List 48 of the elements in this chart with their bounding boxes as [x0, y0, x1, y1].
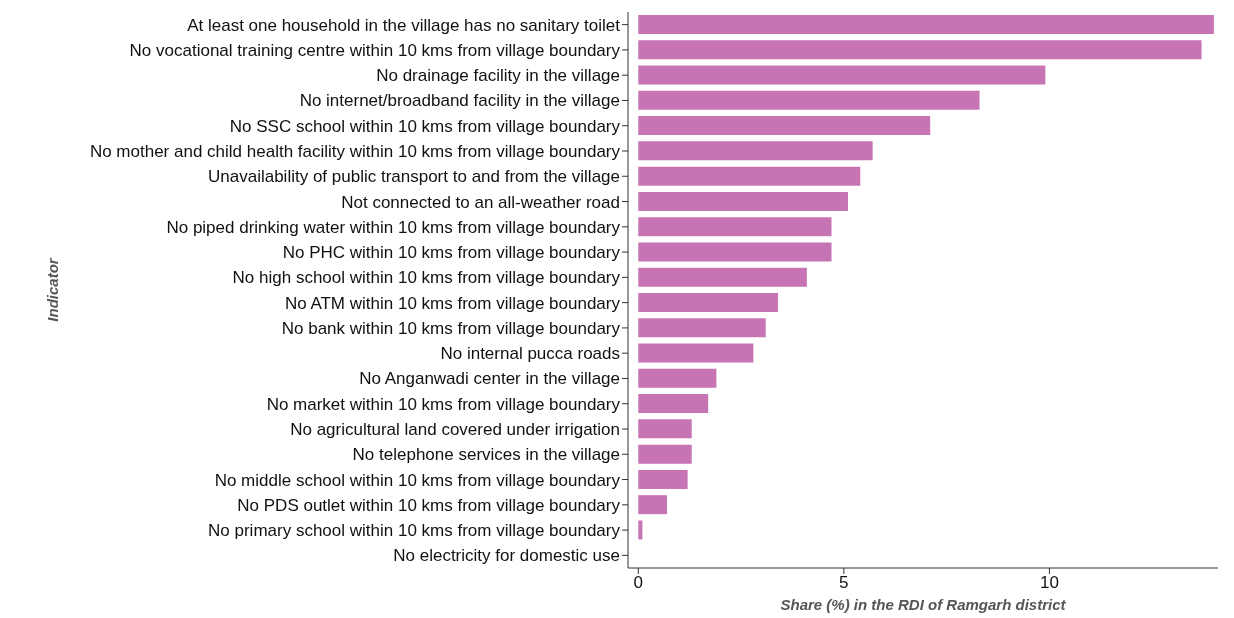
- bar: [638, 65, 1046, 85]
- bar: [638, 15, 1214, 34]
- y-tick-label: No PDS outlet within 10 kms from village boundary: [237, 495, 621, 515]
- y-tick-label: No market within 10 kms from village boundary: [266, 394, 621, 414]
- bar: [638, 394, 709, 414]
- x-axis-title: Share (%) in the RDI of Ramgarh district: [780, 596, 1067, 613]
- y-tick-label: No piped drinking water within 10 kms from village boundary: [166, 217, 621, 237]
- bar: [638, 191, 848, 211]
- y-tick-label: No middle school within 10 kms from village boundary: [214, 470, 621, 490]
- bar: [638, 267, 807, 287]
- bar: [638, 495, 668, 515]
- y-tick-label: No high school within 10 kms from village boundary: [232, 268, 621, 288]
- x-tick-label: 5: [839, 573, 849, 593]
- y-tick-label: Not connected to an all-weather road: [341, 192, 620, 212]
- bar: [638, 318, 766, 338]
- bar: [638, 419, 692, 439]
- y-tick-label: No internal pucca roads: [440, 344, 620, 364]
- bar: [638, 368, 717, 388]
- y-tick-label: At least one household in the village has no sanitary toilet: [187, 15, 621, 35]
- bar: [638, 40, 1202, 60]
- bar: [638, 469, 688, 489]
- y-axis-title: Indicator: [44, 257, 62, 322]
- x-tick-label: 10: [1039, 573, 1059, 593]
- y-tick-label: No ATM within 10 kms from village boundary: [284, 293, 621, 313]
- y-tick-label: No internet/broadband facility in the village: [299, 91, 620, 111]
- y-tick-label: No drainage facility in the village: [376, 66, 620, 86]
- bar: [638, 242, 832, 262]
- bar: [638, 343, 754, 363]
- bar: [638, 444, 692, 464]
- bar: [638, 141, 873, 161]
- bar: [638, 520, 643, 540]
- bar: [638, 166, 861, 186]
- bar: [638, 293, 779, 312]
- y-tick-label: No PHC within 10 kms from village boundary: [282, 243, 621, 263]
- y-tick-label: No primary school within 10 kms from village boundary: [208, 521, 621, 541]
- y-tick-label: No agricultural land covered under irrigation: [290, 420, 620, 440]
- y-tick-label: No vocational training centre within 10 kms from village boundary: [129, 40, 621, 60]
- y-tick-label: No Anganwadi center in the village: [359, 369, 620, 389]
- y-tick-label: No mother and child health facility within 10 kms from village boundary: [89, 142, 621, 162]
- y-tick-label: Unavailability of public transport to and from the village: [208, 167, 620, 187]
- y-tick-label: No SSC school within 10 kms from village boundary: [229, 116, 621, 136]
- bar: [638, 90, 980, 110]
- x-tick-label: 0: [633, 573, 644, 593]
- y-tick-label: No telephone services in the village: [352, 445, 620, 465]
- y-tick-label: No bank within 10 kms from village boundary: [281, 318, 621, 338]
- bar: [638, 116, 931, 136]
- bar: [638, 217, 832, 237]
- y-tick-label: No electricity for domestic use: [393, 546, 620, 566]
